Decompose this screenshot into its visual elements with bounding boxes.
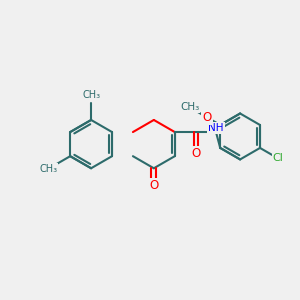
Text: O: O [191, 147, 201, 160]
Text: CH₃: CH₃ [82, 90, 100, 100]
Text: O: O [149, 179, 158, 192]
Text: CH₃: CH₃ [180, 102, 199, 112]
Text: NH: NH [208, 123, 224, 133]
Text: CH₃: CH₃ [39, 164, 57, 174]
Text: O: O [202, 111, 212, 124]
Text: Cl: Cl [272, 153, 283, 163]
